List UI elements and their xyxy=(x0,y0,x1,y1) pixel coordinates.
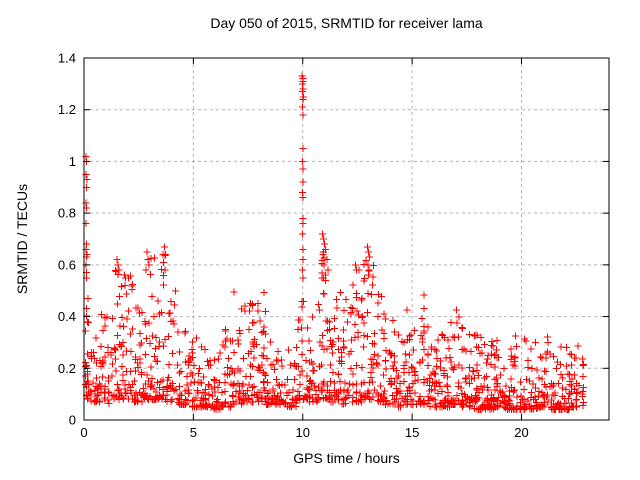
x-axis-label: GPS time / hours xyxy=(293,450,400,466)
x-tick-label: 10 xyxy=(296,425,310,440)
scatter-points xyxy=(81,72,587,414)
y-tick-label: 1.2 xyxy=(58,102,76,117)
x-tick-label: 5 xyxy=(190,425,197,440)
y-tick-label: 0.6 xyxy=(58,257,76,272)
x-tick-label: 0 xyxy=(80,425,87,440)
y-tick-label: 0.4 xyxy=(58,309,76,324)
y-tick-label: 0.8 xyxy=(58,206,76,221)
x-tick-label: 15 xyxy=(405,425,419,440)
y-tick-label: 1.4 xyxy=(58,51,76,66)
y-tick-label: 0.2 xyxy=(58,361,76,376)
plot-border xyxy=(83,57,610,421)
y-tick-label: 0 xyxy=(69,413,76,428)
chart-title: Day 050 of 2015, SRMTID for receiver lam… xyxy=(210,15,483,31)
x-tick-label: 20 xyxy=(514,425,528,440)
y-tick-label: 1 xyxy=(69,154,76,169)
